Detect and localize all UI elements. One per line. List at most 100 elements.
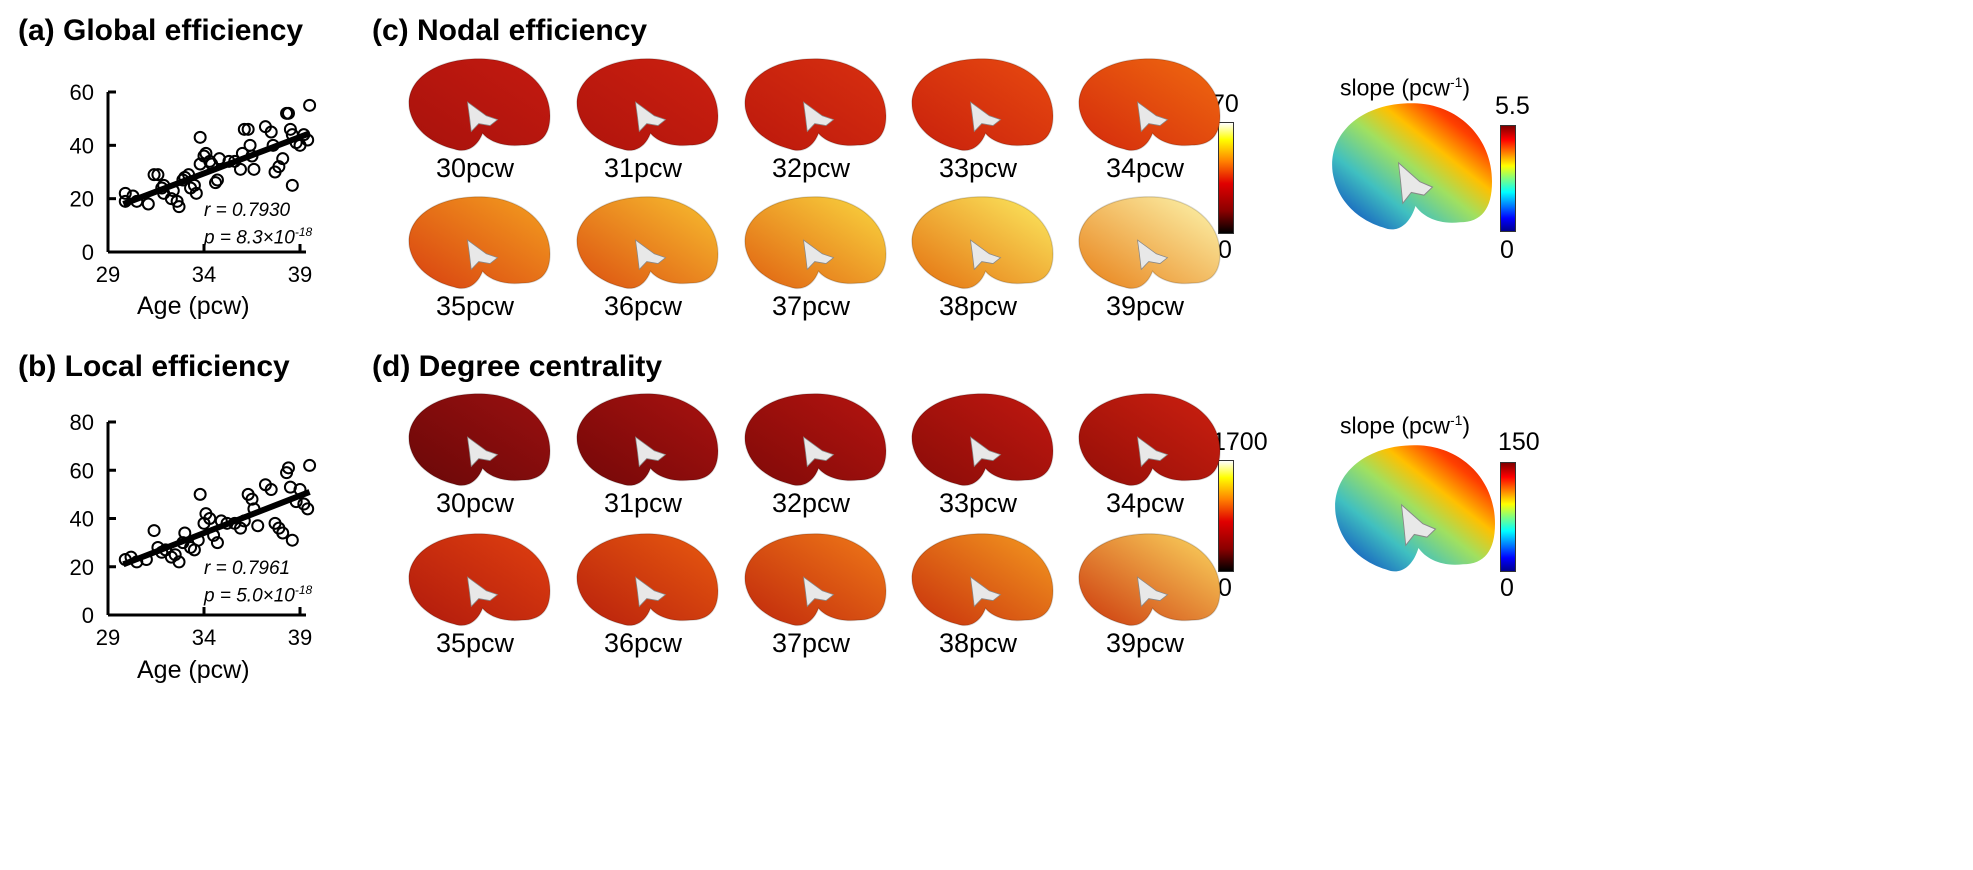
brain-surface: [1335, 445, 1495, 572]
slope-colorbar-min: 0: [1500, 236, 1514, 264]
brain-d-38pcw: [911, 533, 1054, 627]
brain-c-33pcw: [911, 58, 1054, 152]
brain-surface: [744, 58, 886, 151]
brain-outline: [1078, 58, 1221, 152]
data-point: [285, 178, 299, 192]
insula-region: [1137, 436, 1169, 468]
scatter-plot-local-efficiency: 0 20 40 60 80 29 34 39: [70, 410, 317, 650]
brain-c-36pcw: [576, 196, 719, 290]
brain-outline: [576, 533, 719, 627]
data-point: [172, 555, 186, 569]
slope-close: ): [1462, 412, 1471, 439]
brain-age-label: 33pcw: [939, 488, 1018, 518]
brain-surface: [1078, 196, 1220, 289]
brain-surface: [1078, 393, 1220, 486]
brain-d-31pcw: [576, 393, 719, 487]
brain-age-label: 34pcw: [1106, 153, 1185, 183]
p-value-exp: -18: [294, 583, 313, 597]
brain-age-label: 39pcw: [1106, 291, 1185, 321]
data-point: [303, 98, 317, 112]
brain-age-label: 36pcw: [604, 291, 683, 321]
data-point: [241, 122, 255, 136]
x-tick-label: 34: [192, 625, 216, 650]
brain-age-label: 31pcw: [604, 488, 683, 518]
slope-exp: -1: [1449, 412, 1463, 428]
brain-surface: [576, 393, 718, 486]
p-value: p = 8.3×10-18: [204, 225, 312, 249]
regression-line: [122, 130, 311, 207]
slope-label: slope (pcw-1): [1340, 74, 1470, 102]
data-point: [168, 548, 182, 562]
data-point: [264, 483, 278, 497]
p-value-base: p = 5.0×10: [204, 585, 295, 607]
brain-outline: [744, 58, 887, 152]
slope-colorbar-max: 5.5: [1495, 92, 1530, 120]
y-tick-label: 80: [70, 410, 94, 435]
brain-surface: [911, 58, 1053, 151]
insula-region: [970, 239, 1002, 271]
brain-age-label: 37pcw: [772, 291, 851, 321]
insula-region: [467, 239, 499, 271]
data-point: [189, 186, 203, 200]
brain-outline: [408, 533, 551, 627]
insula-region: [803, 239, 835, 271]
brain-age-label: 38pcw: [939, 291, 1018, 321]
panel-c-title: (c) Nodal efficiency: [372, 14, 648, 47]
brain-c-37pcw: [744, 196, 887, 290]
r-value: r = 0.7930: [204, 200, 291, 221]
slope-close: ): [1462, 74, 1471, 101]
regression-line: [122, 489, 311, 568]
p-value: p = 5.0×10-18: [204, 583, 312, 607]
brain-outline: [576, 196, 719, 290]
insula-region: [1137, 101, 1169, 133]
brain-age-label: 30pcw: [436, 153, 515, 183]
brain-outline: [744, 533, 887, 627]
x-axis-label: Age (pcw): [137, 292, 250, 320]
y-tick-label: 60: [70, 458, 94, 483]
brain-age-label: 35pcw: [436, 628, 515, 658]
data-point: [303, 458, 317, 472]
insula-region: [1137, 576, 1169, 608]
p-value-exp: -18: [294, 225, 313, 239]
brain-c-38pcw: [911, 196, 1054, 290]
x-tick-label: 39: [288, 625, 312, 650]
brain-outline: [1078, 393, 1221, 487]
insula-region: [467, 436, 499, 468]
brain-surface: [744, 533, 886, 626]
data-point: [118, 186, 132, 200]
brain-outline: [408, 58, 551, 152]
brain-outline: [744, 393, 887, 487]
data-point: [141, 197, 155, 211]
data-point: [276, 152, 290, 166]
x-tick-label: 29: [96, 262, 120, 287]
brain-outline: [1078, 196, 1221, 290]
data-point: [251, 519, 265, 533]
brain-age-label: 36pcw: [604, 628, 683, 658]
insula-region: [635, 101, 667, 133]
brain-age-label: 32pcw: [772, 153, 851, 183]
colorbar-min: 0: [1218, 574, 1232, 602]
colorbar-degree-centrality: [1218, 460, 1234, 572]
insula-region: [635, 576, 667, 608]
data-point: [281, 461, 295, 475]
brain-age-label: 33pcw: [939, 153, 1018, 183]
data-point: [209, 176, 223, 190]
brain-surface: [576, 58, 718, 151]
data-point: [151, 168, 165, 182]
data-point: [264, 125, 278, 139]
brain-outline: [408, 393, 551, 487]
brain-d-32pcw: [744, 393, 887, 487]
data-point: [210, 536, 224, 550]
brain-c-31pcw: [576, 58, 719, 152]
brain-age-label: 31pcw: [604, 153, 683, 183]
data-point: [147, 524, 161, 538]
brain-d-35pcw: [408, 533, 551, 627]
brain-surface: [408, 58, 550, 151]
brain-d-39pcw: [1078, 533, 1221, 627]
insula-region: [1137, 239, 1169, 271]
brain-surface: [1332, 103, 1492, 230]
x-axis-label: Age (pcw): [137, 656, 250, 684]
data-point: [193, 487, 207, 501]
insula-region: [970, 101, 1002, 133]
